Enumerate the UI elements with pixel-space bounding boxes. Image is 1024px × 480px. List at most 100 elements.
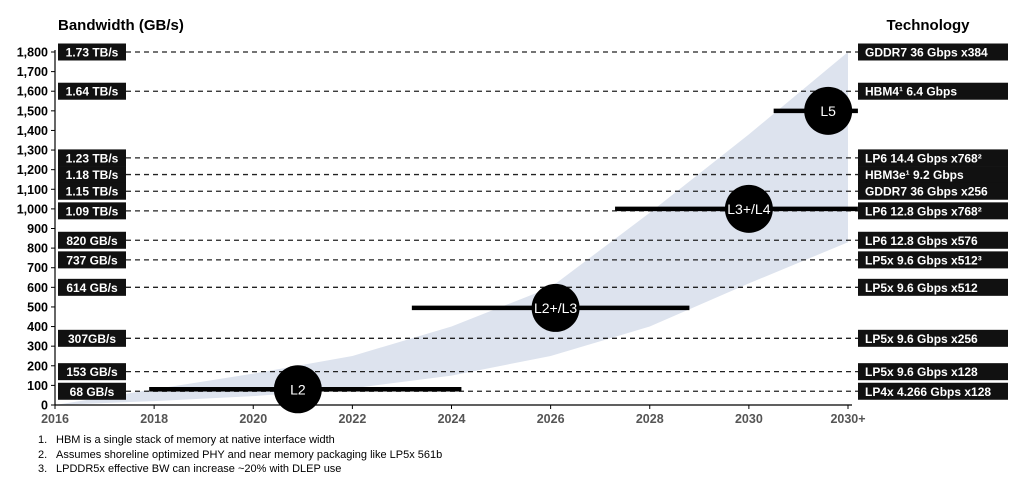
x-tick-label-8: 2030+ (830, 412, 865, 426)
autonomy-levels: L2 L2+/L3 L3+/L4 L5 (149, 86, 858, 414)
y-tick-label-10: 1,000 (17, 202, 48, 216)
footnote-number: 1. (38, 434, 48, 446)
left-label-6: 820 GB/s (66, 234, 118, 248)
left-label-0: 1.73 TB/s (66, 46, 119, 60)
right-label-7: LP5x 9.6 Gbps x512³ (865, 253, 982, 267)
y-tick-label-14: 1,400 (17, 124, 48, 138)
bandwidth-band (55, 52, 848, 405)
x-tick-label-1: 2018 (140, 412, 168, 426)
left-label-box-0 (58, 43, 126, 61)
footnote-1: 1. HBM is a single stack of memory at nat… (38, 433, 442, 448)
x-tick-label-2: 2020 (239, 412, 267, 426)
y-tick-label-9: 900 (27, 222, 48, 236)
technology-header: Technology (886, 17, 970, 34)
right-label-box-2 (858, 149, 1008, 167)
right-label-0: GDDR7 36 Gbps x384 (865, 46, 988, 60)
y-tick-label-13: 1,300 (17, 144, 48, 158)
right-label-box-4 (858, 182, 1008, 200)
left-label-box-2 (58, 149, 126, 167)
left-label-7: 737 GB/s (66, 253, 118, 267)
footnote-number: 3. (38, 463, 48, 475)
y-tick-label-11: 1,100 (17, 183, 48, 197)
footnotes: 1. HBM is a single stack of memory at nat… (38, 433, 442, 477)
level-label-2: L3+/L4 (727, 201, 770, 217)
left-label-box-9 (58, 329, 126, 347)
left-label-10: 153 GB/s (66, 365, 118, 379)
right-label-box-3 (858, 166, 1008, 184)
y-tick-label-6: 600 (27, 281, 48, 295)
y-tick-label-16: 1,600 (17, 85, 48, 99)
projection-band (55, 52, 848, 405)
left-label-9: 307GB/s (68, 332, 116, 346)
left-label-2: 1.23 TB/s (66, 151, 119, 165)
axes: 0 100 200 300 400 500 600 700 800 900 1,000 1,100 1,… (17, 46, 866, 427)
left-label-box-6 (58, 231, 126, 249)
y-tick-label-0: 0 (41, 399, 48, 413)
level-label-1: L2+/L3 (534, 300, 577, 316)
right-label-8: LP5x 9.6 Gbps x512 (865, 281, 978, 295)
x-tick-label-0: 2016 (41, 412, 69, 426)
right-label-box-10 (858, 363, 1008, 381)
right-label-1: HBM4¹ 6.4 Gbps (865, 85, 957, 99)
left-label-1: 1.64 TB/s (66, 85, 119, 99)
footnote-text: LPDDR5x effective BW can increase ~20% w… (56, 463, 342, 475)
right-label-box-6 (858, 231, 1008, 249)
y-tick-label-4: 400 (27, 320, 48, 334)
y-tick-label-2: 200 (27, 359, 48, 373)
y-axis-title: Bandwidth (GB/s) (58, 17, 184, 34)
left-bandwidth-labels: 1.73 TB/s 1.64 TB/s 1.23 TB/s 1.18 TB/s 1.15… (58, 43, 126, 400)
y-tick-label-17: 1,700 (17, 65, 48, 79)
left-label-4: 1.15 TB/s (66, 185, 119, 199)
y-tick-label-1: 100 (27, 379, 48, 393)
y-tick-label-15: 1,500 (17, 104, 48, 118)
x-tick-label-6: 2028 (636, 412, 664, 426)
level-label-0: L2 (290, 381, 306, 397)
bandwidth-chart: Bandwidth (GB/s) Technology 0 100 200 300 40… (17, 17, 1008, 427)
left-label-box-3 (58, 166, 126, 184)
left-label-11: 68 GB/s (70, 385, 115, 399)
right-label-box-5 (858, 202, 1008, 220)
y-tick-label-5: 500 (27, 300, 48, 314)
right-label-4: GDDR7 36 Gbps x256 (865, 185, 988, 199)
left-label-5: 1.09 TB/s (66, 204, 119, 218)
right-label-box-11 (858, 382, 1008, 400)
level-marker-3 (804, 86, 853, 135)
footnote-3: 3. LPDDR5x effective BW can increase ~20%… (38, 462, 442, 477)
right-label-box-7 (858, 251, 1008, 269)
right-label-6: LP6 12.8 Gbps x576 (865, 234, 978, 248)
footnote-text: Assumes shoreline optimized PHY and near… (56, 448, 443, 461)
right-label-3: HBM3e¹ 9.2 Gbps (865, 168, 964, 182)
left-label-box-5 (58, 202, 126, 220)
footnote-text: HBM is a single stack of memory at nativ… (56, 434, 335, 446)
x-tick-label-5: 2026 (537, 412, 565, 426)
y-tick-label-3: 300 (27, 340, 48, 354)
level-label-3: L5 (820, 103, 836, 119)
y-tick-label-8: 800 (27, 242, 48, 256)
right-label-11: LP4x 4.266 Gbps x128 (865, 385, 991, 399)
y-tick-label-12: 1,200 (17, 163, 48, 177)
right-label-10: LP5x 9.6 Gbps x128 (865, 365, 978, 379)
level-marker-0 (273, 365, 322, 414)
right-label-5: LP6 12.8 Gbps x768² (865, 204, 982, 218)
right-label-9: LP5x 9.6 Gbps x256 (865, 332, 978, 346)
y-tick-label-7: 700 (27, 261, 48, 275)
y-tick-label-18: 1,800 (17, 46, 48, 60)
left-label-8: 614 GB/s (66, 281, 118, 295)
right-label-box-8 (858, 278, 1008, 296)
left-label-box-11 (58, 382, 126, 400)
left-label-box-8 (58, 278, 126, 296)
right-label-2: LP6 14.4 Gbps x768² (865, 151, 982, 165)
level-marker-2 (724, 184, 773, 233)
footnote-number: 2. (38, 448, 48, 461)
right-label-box-9 (858, 329, 1008, 347)
right-label-box-0 (858, 43, 1008, 61)
x-tick-label-3: 2022 (338, 412, 366, 426)
left-label-3: 1.18 TB/s (66, 168, 119, 182)
x-tick-label-4: 2024 (438, 412, 466, 426)
right-technology-labels: GDDR7 36 Gbps x384 HBM4¹ 6.4 Gbps LP6 14.4… (858, 43, 1008, 400)
x-tick-label-7: 2030 (735, 412, 763, 426)
right-label-box-1 (858, 82, 1008, 100)
footnote-2: 2. Assumes shoreline optimized PHY and ne… (38, 448, 442, 463)
level-marker-1 (531, 283, 580, 332)
left-label-box-4 (58, 182, 126, 200)
